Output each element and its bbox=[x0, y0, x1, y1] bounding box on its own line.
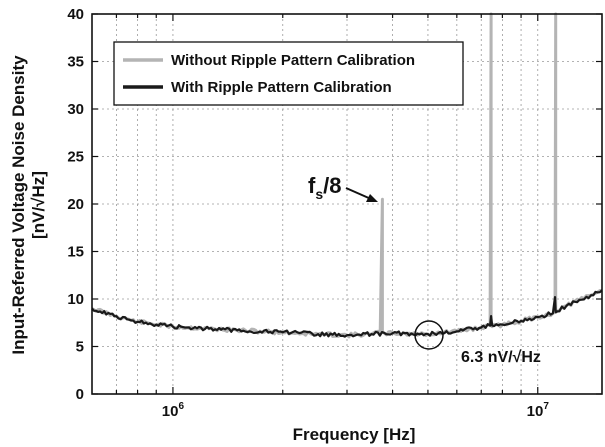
noise-floor-label: 6.3 nV/√Hz bbox=[461, 349, 541, 366]
x-axis-title: Frequency [Hz] bbox=[293, 425, 416, 444]
legend-label-with-calibration: With Ripple Pattern Calibration bbox=[171, 79, 392, 96]
y-axis-title-line2: [nV/√Hz] bbox=[29, 171, 48, 239]
fs-over-8-arrow-head bbox=[366, 194, 378, 202]
noise-floor-marker-circle bbox=[414, 320, 444, 350]
y-tick-label: 20 bbox=[67, 196, 84, 213]
y-tick-label: 30 bbox=[67, 101, 84, 118]
y-tick-label: 40 bbox=[67, 6, 84, 23]
x-tick-label: 107 bbox=[527, 401, 550, 420]
fs-over-8-label: fs/8 bbox=[308, 173, 341, 202]
y-tick-label: 25 bbox=[67, 149, 84, 166]
y-tick-label: 0 bbox=[76, 386, 84, 403]
legend-box bbox=[113, 41, 464, 106]
y-axis-title-group: Input-Referred Voltage Noise Density [nV… bbox=[9, 55, 48, 355]
y-tick-label: 15 bbox=[67, 244, 84, 261]
axis-ticks: 0 5 10 15 20 25 30 35 40 106 107 bbox=[67, 6, 602, 420]
y-tick-label: 35 bbox=[67, 54, 84, 71]
series-layer bbox=[91, 12, 603, 339]
fs-over-8-annotation: fs/8 bbox=[308, 173, 378, 202]
x-tick-label: 106 bbox=[162, 401, 185, 420]
noise-floor-annotation: 6.3 nV/√Hz bbox=[414, 320, 541, 366]
series-with-calibration bbox=[91, 289, 603, 338]
y-tick-label: 5 bbox=[76, 339, 84, 356]
legend: Without Ripple Pattern Calibration With … bbox=[113, 41, 464, 106]
y-tick-label: 10 bbox=[67, 291, 84, 308]
y-axis-title-line1: Input-Referred Voltage Noise Density bbox=[9, 55, 28, 355]
grid-lines bbox=[92, 14, 602, 394]
legend-label-without-calibration: Without Ripple Pattern Calibration bbox=[171, 52, 415, 69]
fs-over-8-arrow-shaft bbox=[345, 187, 372, 200]
